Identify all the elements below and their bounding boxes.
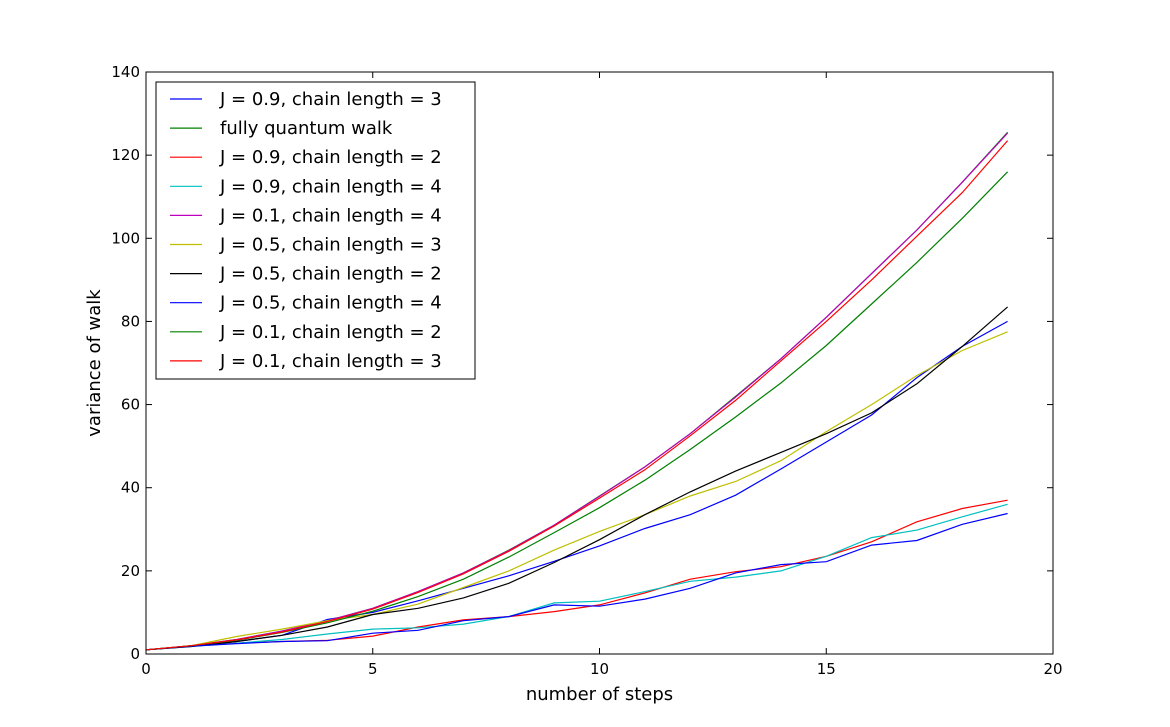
legend-label: J = 0.5, chain length = 2 — [219, 264, 442, 285]
legend-label: fully quantum walk — [220, 118, 393, 139]
plot-lines — [145, 131, 1009, 651]
x-tick-label: 10 — [590, 660, 609, 678]
legend-label: J = 0.9, chain length = 4 — [219, 176, 442, 197]
series-line-5 — [145, 132, 1009, 651]
series-line-10 — [145, 140, 1009, 651]
x-axis-label: number of steps — [526, 684, 673, 705]
legend-box — [155, 81, 476, 380]
y-tick-label: 20 — [121, 562, 140, 580]
legend-label: J = 0.5, chain length = 4 — [219, 293, 442, 314]
y-tick-label: 60 — [121, 396, 140, 414]
y-tick-label: 0 — [130, 645, 140, 663]
x-tick-label: 5 — [368, 660, 378, 678]
y-tick-label: 120 — [111, 146, 140, 164]
series-line-6 — [145, 331, 1008, 651]
y-tick-label: 80 — [121, 312, 140, 330]
legend-label: J = 0.1, chain length = 2 — [219, 322, 442, 343]
x-tick-label: 15 — [817, 660, 836, 678]
series-line-4 — [145, 503, 1008, 651]
series-line-1 — [145, 320, 1008, 651]
y-axis-label: variance of walk — [84, 289, 105, 437]
y-tick-label: 100 — [111, 229, 140, 247]
legend-label: J = 0.1, chain length = 3 — [219, 351, 442, 372]
y-axis-ticks: 0 20 40 60 80 100 120 140 — [111, 63, 1053, 663]
x-axis-ticks: 0 5 10 15 20 — [141, 72, 1063, 678]
series-line-7 — [145, 306, 1008, 651]
legend-label: J = 0.1, chain length = 4 — [219, 205, 442, 226]
legend-label: J = 0.9, chain length = 2 — [219, 147, 442, 168]
x-tick-label: 0 — [141, 660, 151, 678]
y-tick-label: 40 — [121, 479, 140, 497]
x-tick-label: 20 — [1043, 660, 1062, 678]
legend: J = 0.9, chain length = 3 fully quantum w… — [155, 81, 476, 380]
legend-label: J = 0.5, chain length = 3 — [219, 235, 442, 256]
y-tick-label: 140 — [111, 63, 140, 81]
legend-label: J = 0.9, chain length = 3 — [219, 89, 442, 110]
series-line-8 — [145, 512, 1008, 651]
